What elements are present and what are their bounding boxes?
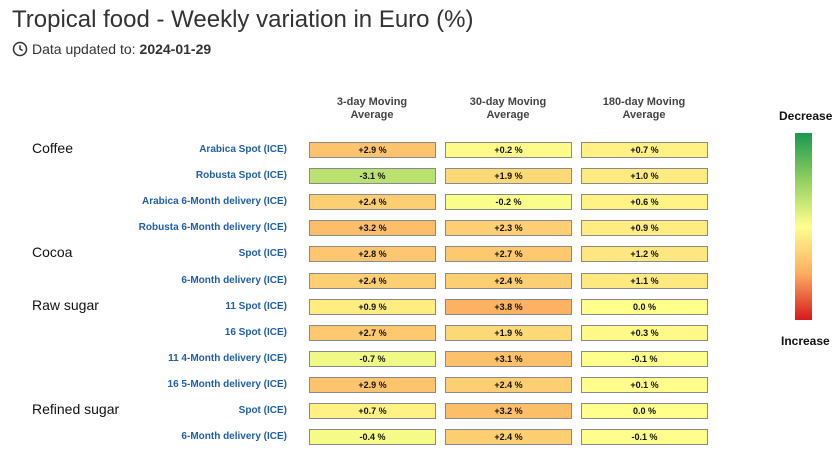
heatmap-cell: +0.6 % xyxy=(581,194,708,211)
heatmap-cell: +0.7 % xyxy=(309,403,436,419)
updated-date: 2024-01-29 xyxy=(139,41,212,57)
heatmap-cell: 0.0 % xyxy=(581,403,708,419)
column-header-line: 30-day Moving xyxy=(469,96,547,108)
clock-icon xyxy=(12,41,28,57)
row-label[interactable]: 16 5-Month delivery (ICE) xyxy=(167,378,287,390)
heatmap-cell: +2.4 % xyxy=(309,272,436,289)
chart-title: Tropical food - Weekly variation in Euro… xyxy=(12,6,474,33)
column-header-line: Average xyxy=(622,109,666,121)
heatmap-cell: +0.9 % xyxy=(309,298,436,315)
color-scale-bar xyxy=(795,133,812,320)
row-label[interactable]: 6-Month delivery (ICE) xyxy=(181,274,287,286)
row-label[interactable]: 16 Spot (ICE) xyxy=(224,326,287,338)
heatmap-cell: +1.1 % xyxy=(581,272,708,289)
column-header: 3-day Moving Average xyxy=(308,96,436,122)
heatmap-cell: +1.2 % xyxy=(581,246,708,263)
heatmap-cell: -3.1 % xyxy=(309,168,436,185)
row-label[interactable]: Arabica 6-Month delivery (ICE) xyxy=(141,196,287,208)
row-label[interactable]: 11 Spot (ICE) xyxy=(225,300,287,312)
data-updated-line: Data updated to: 2024-01-29 xyxy=(12,41,211,57)
group-label: Refined sugar xyxy=(32,401,120,417)
heatmap-cell: +1.0 % xyxy=(581,168,708,185)
heatmap-cell: +0.7 % xyxy=(581,142,708,158)
legend-decrease-label: Decrease xyxy=(779,109,833,123)
heatmap-cell: +2.4 % xyxy=(309,194,436,211)
heatmap-cell: +3.8 % xyxy=(445,298,572,315)
row-label[interactable]: Spot (ICE) xyxy=(238,405,287,416)
heatmap-cell: +2.3 % xyxy=(445,220,572,237)
heatmap-cell: +1.9 % xyxy=(445,168,572,185)
heatmap-cell: +2.4 % xyxy=(445,376,572,393)
column-header-line: 3-day Moving xyxy=(336,96,408,108)
heatmap-cell: -0.1 % xyxy=(581,350,708,367)
heatmap-cell: +3.2 % xyxy=(445,403,572,419)
heatmap-cell: +2.4 % xyxy=(445,272,572,289)
updated-label: Data updated to: xyxy=(32,41,136,57)
heatmap-cell: +0.2 % xyxy=(445,142,572,158)
column-header-line: 180-day Moving xyxy=(602,96,686,108)
heatmap-cell: +0.1 % xyxy=(581,376,708,393)
row-label[interactable]: Spot (ICE) xyxy=(238,248,287,260)
heatmap-cell: +1.9 % xyxy=(445,324,572,341)
row-label[interactable]: Robusta Spot (ICE) xyxy=(195,170,287,182)
heatmap-cell: +2.8 % xyxy=(309,246,436,263)
column-header: 180-day Moving Average xyxy=(580,96,708,122)
heatmap-cell: +2.9 % xyxy=(309,376,436,393)
heatmap-cell: +3.2 % xyxy=(309,220,436,237)
column-header-line: Average xyxy=(350,109,394,121)
group-label: Cocoa xyxy=(32,244,73,261)
heatmap-cell: +2.9 % xyxy=(309,142,436,158)
column-header-line: Average xyxy=(486,109,530,121)
heatmap-cell: +2.4 % xyxy=(445,429,572,446)
heatmap-cell: +0.3 % xyxy=(581,324,708,341)
heatmap-cell: -0.1 % xyxy=(581,429,708,446)
heatmap-cell: -0.7 % xyxy=(309,350,436,367)
legend-increase-label: Increase xyxy=(781,334,830,348)
row-label[interactable]: 6-Month delivery (ICE) xyxy=(181,431,287,443)
heatmap-cell: -0.4 % xyxy=(309,429,436,446)
heatmap-cell: -0.2 % xyxy=(445,194,572,211)
heatmap-cell: 0.0 % xyxy=(581,298,708,315)
column-header: 30-day Moving Average xyxy=(444,96,572,122)
heatmap-cell: +2.7 % xyxy=(309,324,436,341)
row-label[interactable]: Robusta 6-Month delivery (ICE) xyxy=(138,222,287,234)
heatmap-cell: +2.7 % xyxy=(445,246,572,263)
heatmap-cell: +3.1 % xyxy=(445,350,572,367)
row-label[interactable]: Arabica Spot (ICE) xyxy=(199,144,287,155)
group-label: Coffee xyxy=(32,140,73,156)
row-label[interactable]: 11 4-Month delivery (ICE) xyxy=(168,352,287,364)
heatmap-cell: +0.9 % xyxy=(581,220,708,237)
group-label: Raw sugar xyxy=(32,296,99,313)
